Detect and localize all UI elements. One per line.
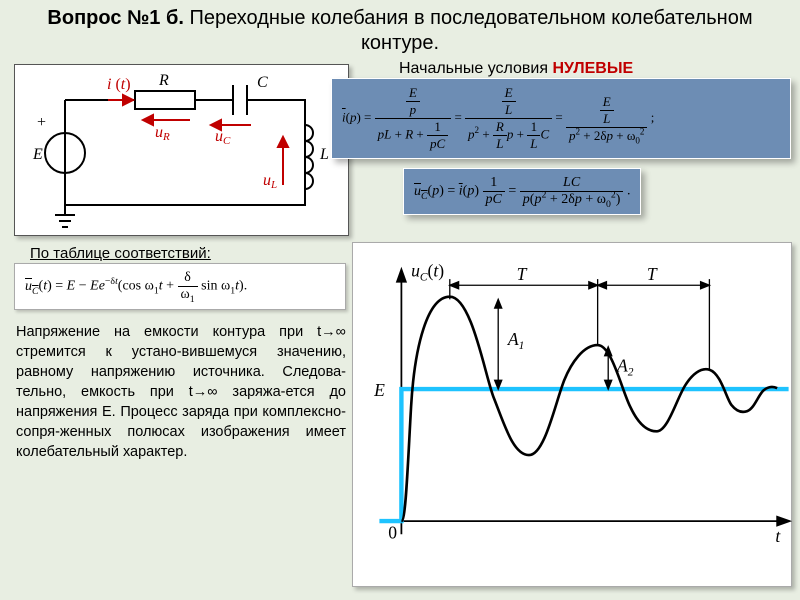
title-bold: Вопрос №1 б. [47, 7, 183, 29]
initial-cond-emph: НУЛЕВЫЕ [552, 60, 633, 77]
table-caption: По таблице соответствий: [30, 245, 211, 262]
initial-conditions: Начальные условия НУЛЕВЫЕ [399, 60, 633, 78]
svg-text:R: R [158, 72, 169, 89]
response-plot: uC(t) T T A1 A2 E 0 t [352, 242, 792, 587]
svg-text:E: E [373, 380, 385, 400]
svg-text:uR: uR [155, 124, 170, 143]
page-title: Вопрос №1 б. Переходные колебания в посл… [0, 0, 800, 60]
svg-text:A1: A1 [507, 329, 524, 352]
svg-text:uC(t): uC(t) [411, 260, 444, 283]
formula-i-of-p: i(p) = EppL + R + 1pC = ELp2 + RLp + 1LC… [331, 78, 791, 159]
svg-text:0: 0 [388, 523, 397, 543]
svg-text:T: T [647, 264, 658, 284]
svg-text:C: C [257, 74, 268, 91]
formula-uc-of-t: uC(t) = E − Ee−δt(cos ω1t + δω1 sin ω1t)… [14, 263, 346, 310]
formula-uc-of-p: uC(p) = i(p) 1pC = LCp(p2 + 2δp + ω02) . [403, 168, 641, 215]
svg-text:i (t): i (t) [107, 76, 131, 93]
title-rest: Переходные колебания в последовательном … [184, 7, 753, 54]
svg-text:uL: uL [263, 172, 277, 191]
explanatory-paragraph: Напряжение на емкости контура при t→∞ ст… [16, 322, 346, 462]
svg-text:uC: uC [215, 128, 231, 147]
svg-text:A2: A2 [616, 356, 634, 379]
svg-text:t: t [775, 526, 781, 546]
svg-text:T: T [517, 264, 528, 284]
circuit-diagram: i (t) R C uR uC L uL E + [14, 64, 349, 236]
initial-cond-prefix: Начальные условия [399, 60, 552, 77]
svg-text:E: E [32, 146, 43, 163]
svg-text:+: + [37, 114, 46, 131]
svg-text:L: L [319, 146, 329, 163]
